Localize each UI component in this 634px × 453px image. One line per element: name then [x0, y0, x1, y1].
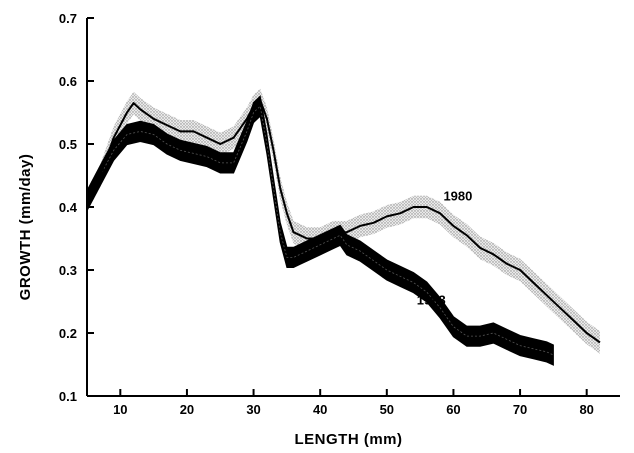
y-tick-label: 0.7: [59, 11, 77, 26]
y-tick-label: 0.4: [59, 200, 78, 215]
plot-area: 1980 1983: [86, 88, 601, 366]
y-tick-label: 0.5: [59, 137, 77, 152]
y-tick-label: 0.2: [59, 326, 77, 341]
x-tick-label: 70: [513, 402, 527, 417]
x-tick-label: 50: [380, 402, 394, 417]
band-1983: [86, 95, 554, 366]
y-tick-label: 0.1: [59, 389, 77, 404]
series-label-1983: 1983: [417, 293, 446, 308]
x-tick-label: 20: [180, 402, 194, 417]
y-tick-label: 0.6: [59, 74, 77, 89]
x-tick-label: 80: [579, 402, 593, 417]
x-tick-label: 10: [113, 402, 127, 417]
x-tick-label: 30: [246, 402, 260, 417]
series-label-1980: 1980: [443, 189, 472, 204]
x-tick-label: 60: [446, 402, 460, 417]
axes: 10 20 30 40 50 60 70 80 0.1 0.2 0.3 0.4 0.5 0.6 0.7: [59, 11, 620, 417]
line-1980: [86, 98, 601, 344]
band-1980: [87, 88, 600, 354]
y-axis-title: GROWTH (mm/day): [17, 154, 34, 301]
x-axis-title: LENGTH (mm): [295, 431, 403, 448]
y-tick-label: 0.3: [59, 263, 77, 278]
line-1983-texture: [86, 105, 554, 356]
x-tick-label: 40: [313, 402, 327, 417]
